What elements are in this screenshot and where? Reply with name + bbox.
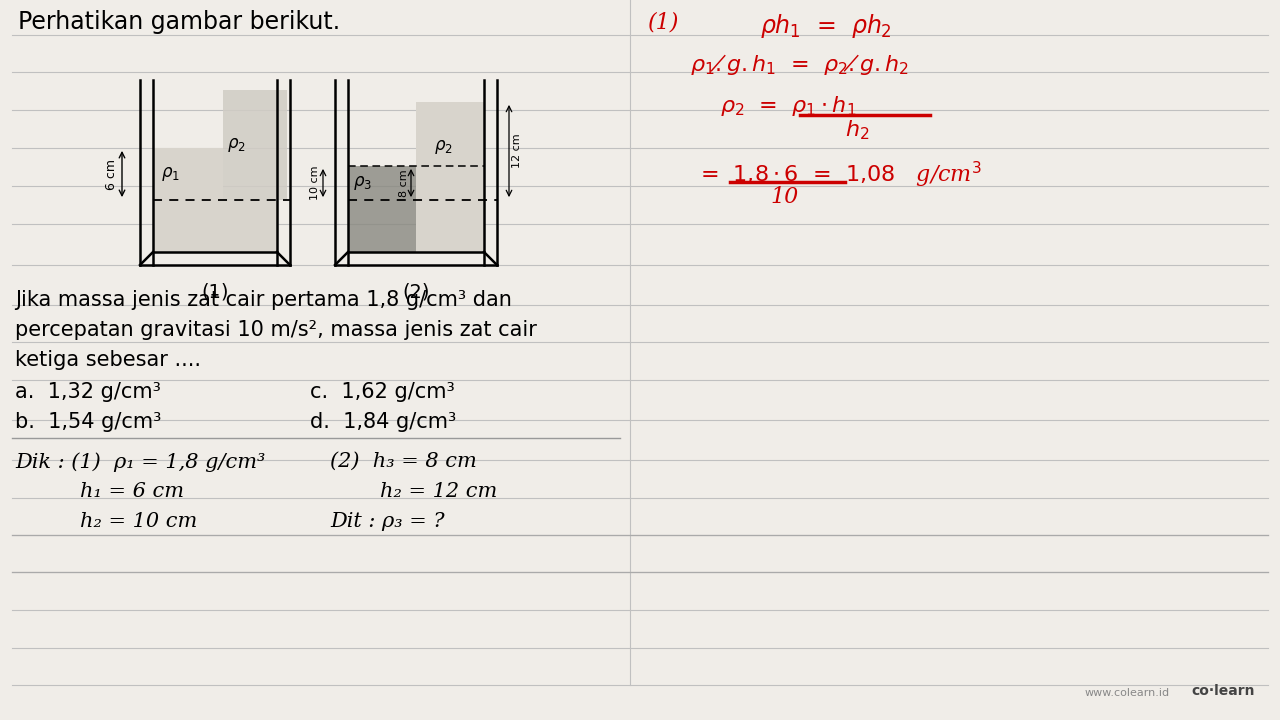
Text: Dit : ρ₃ = ?: Dit : ρ₃ = ? xyxy=(330,512,444,531)
Text: Dik : (1)  ρ₁ = 1,8 g/cm³: Dik : (1) ρ₁ = 1,8 g/cm³ xyxy=(15,452,265,472)
Text: (1): (1) xyxy=(201,283,229,302)
Bar xyxy=(348,200,416,252)
Text: $\rho_1$: $\rho_1$ xyxy=(161,165,180,183)
Text: a.  1,32 g/cm³: a. 1,32 g/cm³ xyxy=(15,382,161,402)
Text: $h_2$: $h_2$ xyxy=(845,118,869,142)
Text: www.colearn.id: www.colearn.id xyxy=(1085,688,1170,698)
Text: 10 cm: 10 cm xyxy=(310,166,320,200)
Text: $\rho h_1$  =  $\rho h_2$: $\rho h_1$ = $\rho h_2$ xyxy=(760,12,892,40)
Text: 8 cm: 8 cm xyxy=(399,169,410,197)
Text: percepatan gravitasi 10 m/s², massa jenis zat cair: percepatan gravitasi 10 m/s², massa jeni… xyxy=(15,320,536,340)
Text: $\rho_2$: $\rho_2$ xyxy=(434,138,453,156)
Text: (2): (2) xyxy=(402,283,430,302)
Text: h₂ = 10 cm: h₂ = 10 cm xyxy=(79,512,197,531)
Text: (2)  h₃ = 8 cm: (2) h₃ = 8 cm xyxy=(330,452,476,471)
Text: 12 cm: 12 cm xyxy=(512,134,522,168)
Text: b.  1,54 g/cm³: b. 1,54 g/cm³ xyxy=(15,412,161,432)
Text: d.  1,84 g/cm³: d. 1,84 g/cm³ xyxy=(310,412,456,432)
Text: h₂ = 12 cm: h₂ = 12 cm xyxy=(380,482,497,501)
Text: 10: 10 xyxy=(771,186,799,208)
Text: ketiga sebesar ....: ketiga sebesar .... xyxy=(15,350,201,370)
Bar xyxy=(416,200,484,252)
Text: h₁ = 6 cm: h₁ = 6 cm xyxy=(79,482,184,501)
Text: c.  1,62 g/cm³: c. 1,62 g/cm³ xyxy=(310,382,454,402)
Text: =  $1{,}8 \cdot 6$  =  $1{,}08$   g/cm$^3$: = $1{,}8 \cdot 6$ = $1{,}08$ g/cm$^3$ xyxy=(700,160,982,190)
Text: Perhatikan gambar berikut.: Perhatikan gambar berikut. xyxy=(18,10,340,34)
Bar xyxy=(223,90,287,200)
Text: $\rho_3$: $\rho_3$ xyxy=(353,174,372,192)
Text: (1): (1) xyxy=(648,12,680,34)
Bar xyxy=(348,166,416,200)
Text: $\rho_1 . \not{g} . h_1$  =  $\rho_2 . \not{g} . h_2$: $\rho_1 . \not{g} . h_1$ = $\rho_2 . \no… xyxy=(690,52,909,77)
Text: $\rho_2$  =  $\rho_1 \cdot h_1$: $\rho_2$ = $\rho_1 \cdot h_1$ xyxy=(719,94,856,118)
Text: 6 cm: 6 cm xyxy=(105,158,118,189)
Text: co·learn: co·learn xyxy=(1192,684,1254,698)
Text: Jika massa jenis zat cair pertama 1,8 g/cm³ dan: Jika massa jenis zat cair pertama 1,8 g/… xyxy=(15,290,512,310)
Bar xyxy=(154,148,223,200)
Text: $\rho_2$: $\rho_2$ xyxy=(227,136,246,154)
Bar xyxy=(154,200,276,252)
Bar xyxy=(416,102,484,200)
